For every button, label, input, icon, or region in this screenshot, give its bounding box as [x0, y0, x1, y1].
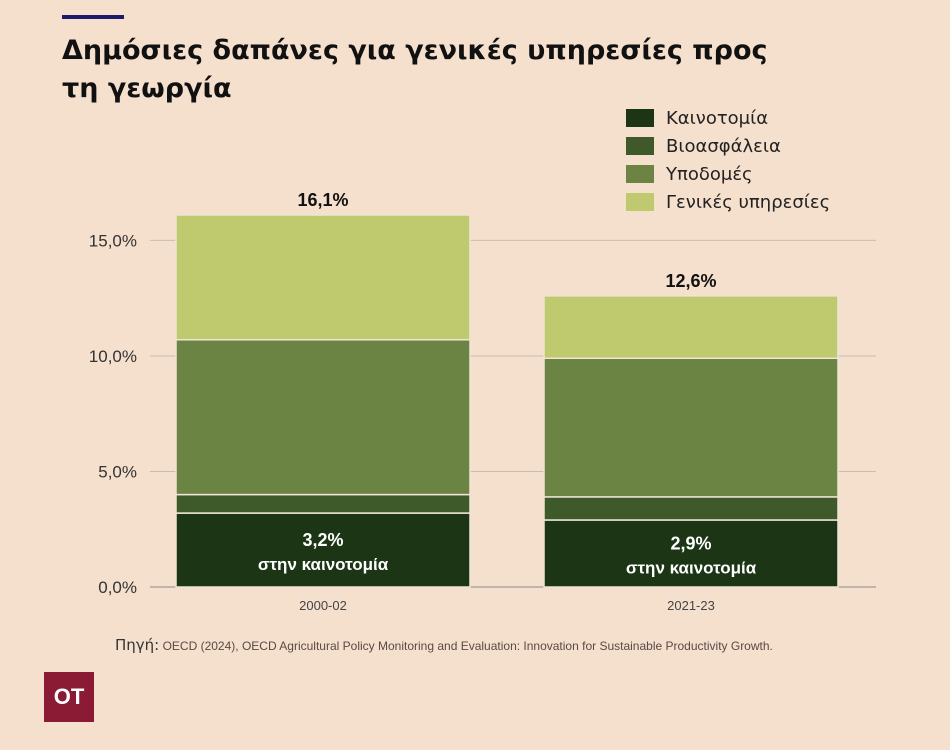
bar-segment	[175, 512, 471, 588]
bar-segment	[175, 214, 471, 341]
bar-segment	[543, 295, 839, 360]
bar-segment	[543, 496, 839, 521]
legend-label: Καινοτομία	[666, 107, 769, 129]
bar-segment	[543, 357, 839, 498]
source-label: Πηγή:	[115, 636, 160, 654]
innovation-value-label: 2,9%	[670, 533, 711, 553]
bar-segment	[543, 519, 839, 588]
y-tick-label: 0,0%	[98, 578, 137, 597]
legend-item-biosecurity: Βιοασφάλεια	[626, 132, 830, 160]
legend-swatch	[626, 109, 654, 127]
legend-item-innovation: Καινοτομία	[626, 104, 830, 132]
legend: Καινοτομία Βιοασφάλεια Υποδομές Γενικές …	[626, 104, 830, 216]
y-tick-label: 5,0%	[98, 462, 137, 481]
top-accent-rule	[62, 15, 124, 19]
source-note: Πηγή: OECD (2024), OECD Agricultural Pol…	[115, 636, 773, 654]
legend-swatch	[626, 193, 654, 211]
bar-total-label: 16,1%	[297, 190, 348, 210]
y-tick-label: 10,0%	[89, 347, 137, 366]
source-text: OECD (2024), OECD Agricultural Policy Mo…	[162, 639, 773, 653]
legend-label: Βιοασφάλεια	[666, 135, 781, 157]
brand-logo: OT	[44, 672, 94, 722]
legend-item-infrastructure: Υποδομές	[626, 160, 830, 188]
legend-label: Υποδομές	[666, 163, 753, 185]
bar-segment	[175, 339, 471, 496]
innovation-text-label: στην καινοτομία	[258, 555, 389, 574]
bar-total-label: 12,6%	[665, 271, 716, 291]
y-tick-label: 15,0%	[89, 231, 137, 250]
legend-swatch	[626, 137, 654, 155]
x-category-label: 2000-02	[299, 598, 347, 613]
innovation-text-label: στην καινοτομία	[626, 558, 757, 577]
chart-title: Δημόσιες δαπάνες για γενικές υπηρεσίες π…	[62, 35, 768, 104]
legend-label: Γενικές υπηρεσίες	[666, 191, 831, 213]
bar-segment	[175, 493, 471, 514]
x-category-label: 2021-23	[667, 598, 715, 613]
legend-item-general-services: Γενικές υπηρεσίες	[626, 188, 830, 216]
innovation-value-label: 3,2%	[302, 530, 343, 550]
legend-swatch	[626, 165, 654, 183]
